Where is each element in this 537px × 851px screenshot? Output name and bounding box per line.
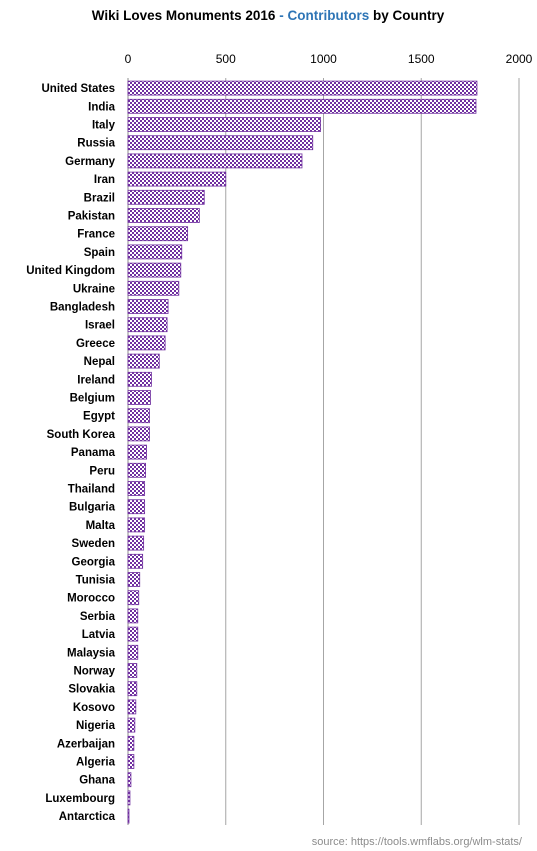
category-labels: United States India Italy Russia Germany Iran…	[26, 83, 115, 823]
x-tick-label: 500	[216, 52, 236, 66]
bar	[127, 153, 303, 169]
category-label: Azerbaijan	[57, 738, 115, 750]
bar	[127, 444, 147, 460]
category-label: Pakistan	[68, 211, 115, 223]
bar	[127, 135, 314, 151]
category-label: Antarctica	[59, 811, 116, 823]
bar	[127, 663, 138, 678]
bar	[127, 735, 135, 751]
category-label: Algeria	[76, 757, 116, 769]
bar	[127, 408, 150, 424]
bar	[127, 426, 150, 442]
category-label: Ireland	[77, 374, 115, 386]
category-label: Latvia	[82, 629, 116, 641]
category-label: Israel	[85, 320, 115, 332]
category-label: Peru	[89, 465, 115, 477]
category-label: Spain	[84, 247, 115, 259]
category-label: Georgia	[72, 556, 116, 568]
bar	[127, 499, 146, 515]
bar	[127, 590, 140, 606]
bar	[127, 572, 141, 587]
category-label: Belgium	[70, 393, 115, 405]
category-label: Bangladesh	[50, 302, 115, 314]
source-note: source: https://tools.wmflabs.org/wlm-st…	[312, 836, 523, 848]
chart-title-highlight: Contributors	[287, 8, 369, 23]
category-label: Bulgaria	[69, 502, 116, 514]
category-label: Russia	[77, 138, 115, 150]
category-label: Panama	[71, 447, 116, 459]
bar	[127, 644, 139, 660]
bar	[127, 262, 182, 278]
bar	[127, 608, 139, 624]
category-label: Malaysia	[67, 647, 116, 659]
bar	[127, 481, 146, 496]
category-label: United Kingdom	[26, 265, 115, 277]
bar	[127, 299, 169, 314]
bar	[127, 80, 478, 96]
bar	[127, 280, 180, 296]
category-label: Thailand	[68, 484, 115, 496]
category-label: Germany	[65, 156, 115, 168]
bar	[127, 754, 135, 769]
bar	[127, 335, 166, 351]
category-label: South Korea	[47, 429, 116, 441]
bar	[127, 699, 137, 715]
category-label: France	[77, 229, 115, 241]
bar	[127, 189, 205, 205]
chart-title: Wiki Loves Monuments 2016 - Contributors…	[92, 8, 445, 23]
category-label: Slovakia	[68, 684, 115, 696]
bar	[127, 808, 130, 824]
category-label: Iran	[94, 174, 115, 186]
bars	[127, 80, 478, 824]
bar	[127, 390, 151, 405]
x-tick-label: 1000	[310, 52, 337, 66]
x-axis-ticks: 0 500 1000 1500 2000	[125, 52, 533, 66]
category-label: Nepal	[84, 356, 115, 368]
category-label: Tunisia	[76, 575, 116, 587]
bar	[127, 517, 146, 533]
category-label: Egypt	[83, 411, 115, 423]
x-tick-label: 0	[125, 52, 132, 66]
bar	[127, 244, 183, 260]
category-label: Nigeria	[76, 720, 116, 732]
category-label: India	[88, 101, 115, 113]
bar	[127, 717, 136, 733]
chart-title-part2: by Country	[373, 8, 445, 23]
category-label: Kosovo	[73, 702, 115, 714]
category-label: Brazil	[84, 192, 115, 204]
x-tick-label: 2000	[506, 52, 533, 66]
bar	[127, 317, 168, 333]
category-label: Italy	[92, 120, 116, 132]
category-label: Sweden	[72, 538, 115, 550]
chart-title-separator: -	[279, 8, 284, 23]
bar	[127, 371, 152, 387]
bar	[127, 462, 146, 478]
category-label: United States	[42, 83, 116, 95]
bar	[127, 208, 200, 223]
bar	[127, 626, 139, 642]
bar	[127, 98, 477, 114]
x-tick-label: 1500	[408, 52, 435, 66]
bar	[127, 171, 227, 187]
category-label: Malta	[86, 520, 116, 532]
category-label: Serbia	[80, 611, 116, 623]
category-label: Greece	[76, 338, 115, 350]
bar	[127, 772, 132, 788]
category-label: Ukraine	[73, 283, 115, 295]
category-label: Ghana	[79, 775, 115, 787]
category-label: Morocco	[67, 593, 115, 605]
bar	[127, 790, 131, 806]
bar	[127, 353, 160, 369]
category-label: Norway	[73, 666, 115, 678]
bar	[127, 117, 321, 132]
bar	[127, 226, 189, 242]
bar	[127, 681, 138, 697]
bar	[127, 553, 144, 569]
bar	[127, 535, 145, 551]
chart-title-part1: Wiki Loves Monuments 2016	[92, 8, 276, 23]
category-label: Luxembourg	[45, 793, 115, 805]
